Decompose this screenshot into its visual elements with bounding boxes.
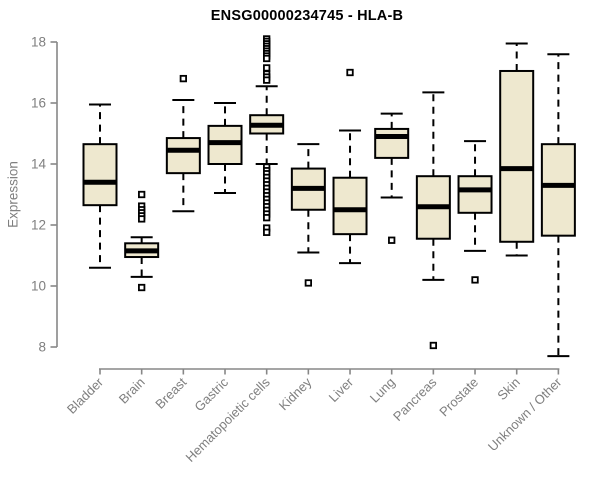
x-tick-label: Lung	[367, 375, 398, 406]
outlier-point	[179, 74, 187, 83]
iqr-box	[540, 143, 576, 237]
iqr-box	[374, 127, 410, 159]
box-group-hematopoietic-cells	[249, 35, 285, 236]
outlier-point	[138, 283, 146, 292]
box-group-breast	[165, 74, 201, 213]
iqr-box	[165, 137, 201, 175]
outlier-point	[429, 341, 438, 350]
outlier-point	[263, 76, 271, 84]
iqr-box	[332, 176, 368, 236]
box-group-bladder	[82, 103, 118, 269]
outlier-point	[388, 236, 396, 244]
box-group-unknown-other	[540, 53, 576, 358]
box-group-kidney	[290, 143, 326, 287]
iqr-box	[499, 69, 535, 243]
y-tick-label: 18	[31, 35, 46, 50]
iqr-box	[82, 143, 118, 207]
outlier-point	[263, 214, 271, 222]
x-tick-label: Bladder	[64, 374, 107, 417]
box-group-pancreas	[415, 91, 451, 350]
outlier-point	[138, 190, 146, 199]
x-tick-label: Pancreas	[390, 374, 440, 424]
x-tick-label: Kidney	[276, 374, 315, 413]
box-group-liver	[332, 68, 368, 265]
x-tick-label: Breast	[152, 374, 189, 411]
box-group-brain	[124, 190, 160, 292]
outlier-point	[138, 215, 146, 223]
outlier-point	[263, 54, 271, 63]
outlier-point	[471, 276, 479, 284]
outlier-point	[263, 228, 271, 236]
y-tick-label: 16	[31, 96, 46, 111]
y-tick-label: 10	[31, 279, 46, 294]
x-tick-label: Brain	[116, 375, 148, 407]
box-group-skin	[499, 42, 535, 257]
x-tick-label: Unknown / Other	[485, 374, 565, 454]
x-tick-label: Liver	[326, 374, 357, 405]
box-group-lung	[374, 112, 410, 244]
x-tick-label: Skin	[494, 375, 522, 403]
box-group-prostate	[457, 140, 493, 284]
x-tick-label: Prostate	[436, 375, 481, 420]
y-tick-label: 14	[31, 157, 47, 172]
box-group-gastric	[207, 102, 243, 194]
outlier-point	[263, 64, 271, 72]
y-tick-label: 12	[31, 218, 46, 233]
chart-title: ENSG00000234745 - HLA-B	[210, 8, 404, 24]
x-tick-label: Gastric	[191, 374, 231, 414]
y-tick-label: 8	[38, 340, 46, 355]
outlier-point	[304, 279, 313, 287]
outlier-point	[346, 68, 354, 77]
iqr-box	[457, 175, 493, 214]
